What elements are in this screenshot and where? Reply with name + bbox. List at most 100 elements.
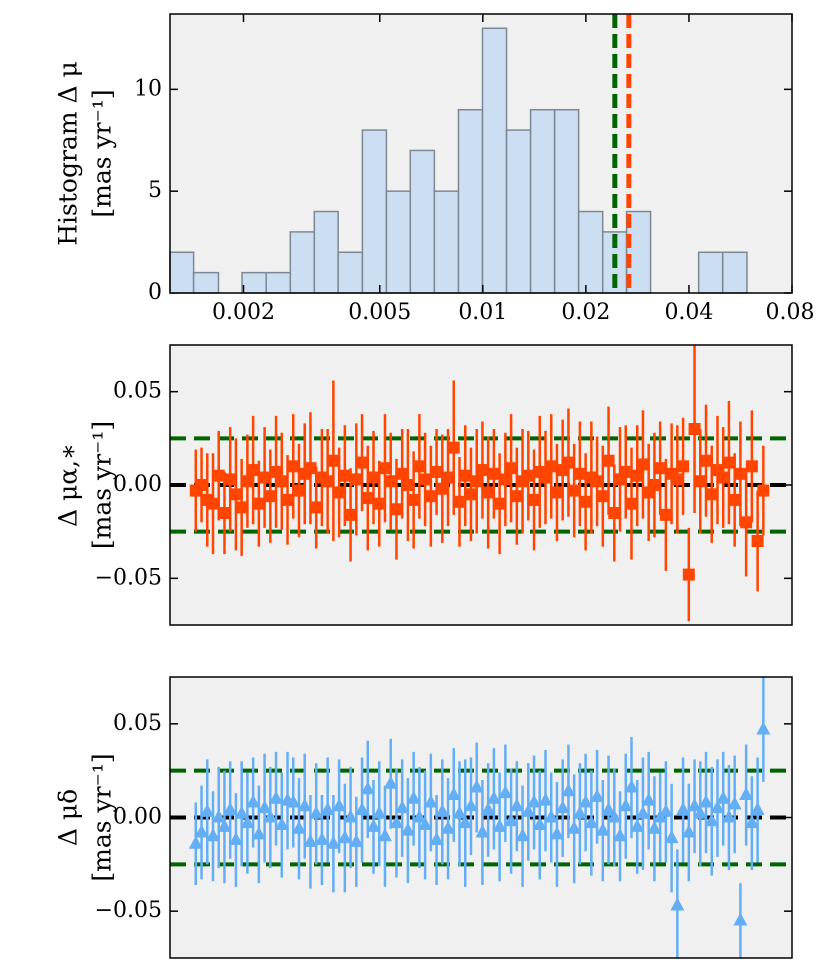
marker [442,471,455,484]
y-tick-label: 0.00 [113,805,162,830]
marker [326,835,341,849]
marker [435,803,450,817]
marker [430,465,443,478]
marker [297,798,312,812]
marker [538,792,553,806]
marker [595,822,610,836]
marker [601,802,616,816]
marker [344,508,357,521]
marker [641,792,656,806]
marker [568,484,581,497]
marker [292,484,305,497]
y-tick-label: 0.00 [113,472,162,497]
marker [750,802,765,816]
marker [463,798,478,812]
marker [584,815,599,829]
marker [407,493,420,506]
marker [659,508,672,521]
x-tick-label: 0.02 [561,300,610,325]
histogram-bar [577,210,604,294]
marker [682,568,695,581]
marker [401,479,414,491]
x-tick-label: 0.005 [348,300,411,325]
marker [509,798,524,812]
marker [486,790,501,804]
marker [527,794,542,808]
y-tick-label: −0.05 [95,565,162,590]
marker [419,473,432,486]
marker [310,501,323,514]
marker [482,486,495,499]
marker [664,830,679,844]
marker [412,809,427,823]
plot-border [169,676,793,959]
marker [539,471,552,484]
marker [757,484,770,497]
marker [572,805,587,819]
marker [578,794,593,808]
marker [625,497,638,510]
marker [350,473,363,486]
marker [446,787,461,801]
marker [303,833,318,847]
marker [373,497,386,510]
marker [372,805,387,819]
marker [636,458,649,471]
marker [567,820,582,834]
marker [188,835,203,849]
y-axis-label: [mas yr⁻¹] [88,421,117,549]
marker [544,809,559,823]
y-axis-label: Histogram Δ μ [54,61,83,246]
marker [710,800,725,814]
marker [441,820,456,834]
marker [522,469,535,482]
histogram-bar [433,190,460,294]
marker [217,818,232,832]
marker [418,816,433,830]
histogram-bar [337,251,364,294]
marker [360,781,375,795]
marker [717,471,730,484]
histogram-bar [313,210,339,294]
marker [492,818,507,832]
marker [337,830,352,844]
marker [235,501,248,514]
x-tick-label: 0.01 [458,300,507,325]
marker [721,809,736,823]
y-tick-label: 0.05 [113,711,162,736]
marker [687,798,702,812]
marker [314,831,329,845]
marker [532,816,547,830]
marker [756,721,771,735]
marker [676,802,691,816]
histogram-bar [289,231,316,294]
marker [332,798,347,812]
histogram-bar [481,27,508,294]
marker [618,798,633,812]
marker [252,497,265,510]
marker [677,460,690,473]
marker [700,454,713,467]
marker [561,783,576,797]
marker [390,503,403,516]
histogram-bar [192,271,220,294]
marker [727,796,742,810]
marker [275,475,288,488]
marker [349,833,364,847]
marker [218,507,231,519]
marker [624,779,639,793]
marker [504,813,519,827]
marker [733,912,748,926]
marker [751,535,764,547]
marker [367,471,380,484]
marker [579,495,592,508]
histogram-bar [241,271,267,294]
marker [716,790,731,804]
marker [658,803,673,817]
marker [505,462,518,475]
marker [384,475,397,488]
marker [476,464,489,477]
marker [343,809,358,823]
marker [635,805,650,819]
